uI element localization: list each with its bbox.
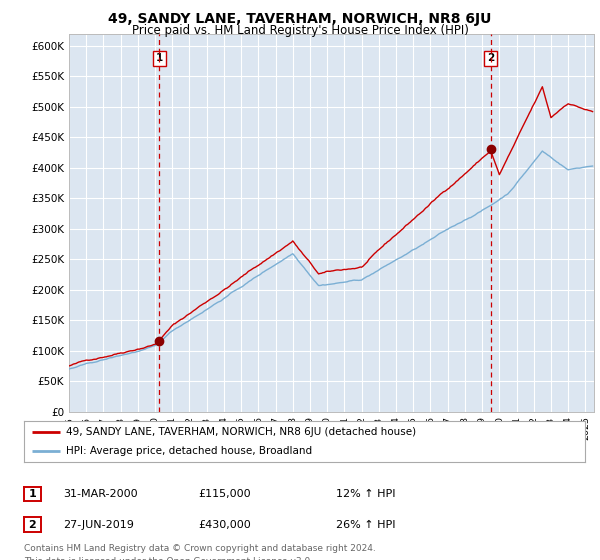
Text: 1: 1 xyxy=(156,53,163,63)
Text: 26% ↑ HPI: 26% ↑ HPI xyxy=(336,520,395,530)
Text: 2: 2 xyxy=(29,520,36,530)
Text: 2: 2 xyxy=(487,53,494,63)
Text: Contains HM Land Registry data © Crown copyright and database right 2024.
This d: Contains HM Land Registry data © Crown c… xyxy=(24,544,376,560)
Text: Price paid vs. HM Land Registry's House Price Index (HPI): Price paid vs. HM Land Registry's House … xyxy=(131,24,469,36)
Text: HPI: Average price, detached house, Broadland: HPI: Average price, detached house, Broa… xyxy=(66,446,312,456)
Text: £430,000: £430,000 xyxy=(198,520,251,530)
Text: 31-MAR-2000: 31-MAR-2000 xyxy=(63,489,137,499)
Text: £115,000: £115,000 xyxy=(198,489,251,499)
Text: 49, SANDY LANE, TAVERHAM, NORWICH, NR8 6JU (detached house): 49, SANDY LANE, TAVERHAM, NORWICH, NR8 6… xyxy=(66,427,416,437)
Text: 27-JUN-2019: 27-JUN-2019 xyxy=(63,520,134,530)
Text: 49, SANDY LANE, TAVERHAM, NORWICH, NR8 6JU: 49, SANDY LANE, TAVERHAM, NORWICH, NR8 6… xyxy=(109,12,491,26)
Text: 12% ↑ HPI: 12% ↑ HPI xyxy=(336,489,395,499)
Text: 1: 1 xyxy=(29,489,36,499)
